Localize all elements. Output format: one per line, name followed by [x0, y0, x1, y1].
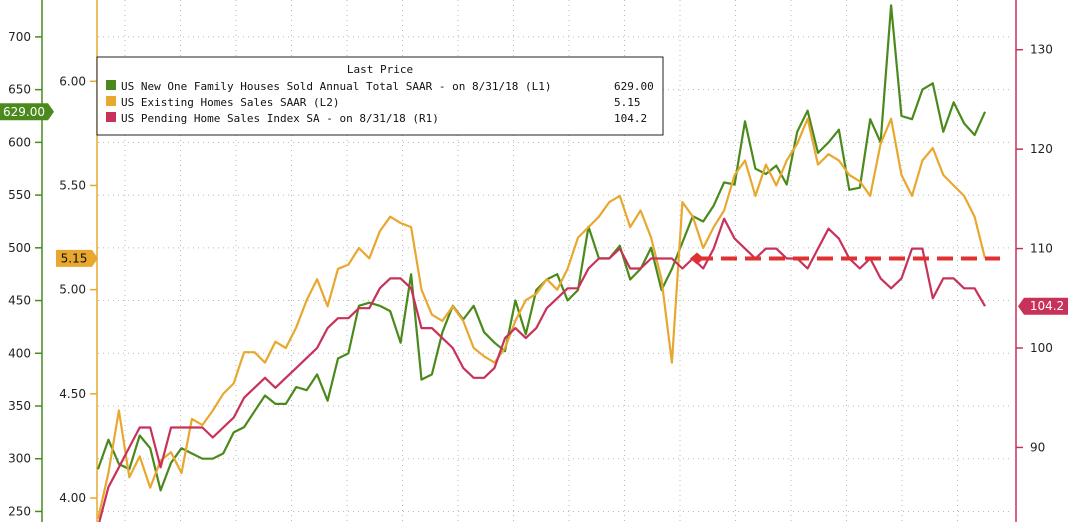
legend-entry-1-label: US New One Family Houses Sold Annual Tot…: [121, 80, 551, 93]
r1-last-value-tag-bg: [1018, 297, 1068, 315]
l2-last-value-tag-bg: [56, 249, 98, 267]
l2-tick-label: 4.50: [59, 387, 86, 401]
legend-entry-2-value: 5.15: [614, 96, 641, 109]
r1-tick-label: 110: [1030, 242, 1053, 256]
axes: 250 300 350 400 450 500 550 600 650 700 4.00 4.50 5.…: [8, 0, 1053, 522]
legend-box: [96, 56, 664, 136]
r1-tick-label: 100: [1030, 341, 1053, 355]
legend-entry-3-label: US Pending Home Sales Index SA - on 8/31…: [121, 112, 439, 125]
l1-tick-label: 400: [8, 346, 31, 360]
legend-swatch-1: [106, 80, 116, 90]
l2-tick-label: 5.00: [59, 283, 86, 297]
r1-tick-label: 90: [1030, 440, 1045, 454]
l1-tick-label: 600: [8, 135, 31, 149]
l1-last-value-tag-label: 629.00: [3, 105, 45, 119]
last-value-tags: 629.00 5.15 104.2: [0, 103, 1068, 315]
l2-tick-label: 4.00: [59, 491, 86, 505]
l1-tick-label: 300: [8, 452, 31, 466]
l1-tick-label: 650: [8, 83, 31, 97]
legend-swatch-3: [106, 112, 116, 122]
l1-last-value-tag-bg: [0, 103, 54, 121]
legend-entry-3-value: 104.2: [614, 112, 647, 125]
r1-tick-label: 120: [1030, 142, 1053, 156]
l1-tick-label: 450: [8, 294, 31, 308]
l1-tick-label: 250: [8, 504, 31, 518]
legend: Last Price US New One Family Houses Sold…: [96, 56, 664, 136]
l2-tick-label: 5.50: [59, 178, 86, 192]
legend-entry-2-label: US Existing Homes Sales SAAR (L2): [121, 96, 340, 109]
r1-tick-label: 130: [1030, 43, 1053, 57]
l1-tick-label: 700: [8, 30, 31, 44]
l1-tick-label: 350: [8, 399, 31, 413]
series-line-3: [98, 217, 986, 522]
legend-swatch-2: [106, 96, 116, 106]
r1-last-value-tag-label: 104.2: [1030, 299, 1064, 313]
l1-tick-label: 500: [8, 241, 31, 255]
forecast-marker: [690, 252, 704, 265]
series-lines: [96, 4, 1000, 522]
series-line-2: [96, 117, 987, 520]
l1-tick-label: 550: [8, 188, 31, 202]
l2-tick-label: 6.00: [59, 74, 86, 88]
legend-title: Last Price: [347, 63, 413, 76]
legend-entry-1-value: 629.00: [614, 80, 654, 93]
l2-last-value-tag-label: 5.15: [61, 251, 88, 265]
